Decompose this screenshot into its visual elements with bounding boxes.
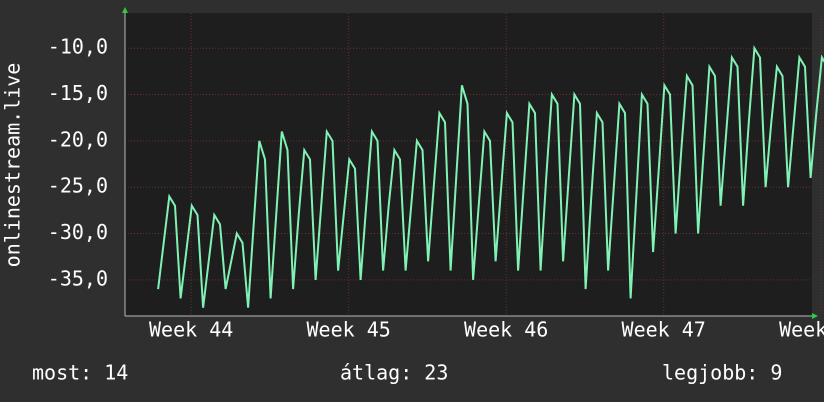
x-tick-label: Week 48 — [779, 318, 824, 342]
y-arrow — [122, 7, 128, 13]
x-tick-label: Week 46 — [464, 318, 548, 342]
y-tick-label: -25,0 — [48, 174, 108, 198]
x-tick-label: Week 47 — [622, 318, 706, 342]
x-tick-label: Week 45 — [307, 318, 391, 342]
y-tick-label: -15,0 — [48, 81, 108, 105]
y-tick-label: -20,0 — [48, 127, 108, 151]
x-tick-label: Week 44 — [149, 318, 233, 342]
data-line — [157, 44, 824, 308]
stat-average: átlag: 23 — [340, 361, 448, 385]
stat-current: most: 14 — [32, 361, 128, 385]
y-tick-label: -30,0 — [48, 220, 108, 244]
stat-best: legjobb: 9 — [662, 361, 782, 385]
x-arrow — [812, 313, 818, 319]
y-tick-label: -10,0 — [48, 35, 108, 59]
grid — [125, 13, 822, 316]
y-axis-label: onlinestream.live — [1, 63, 25, 268]
marks — [157, 44, 824, 308]
y-tick-label: -35,0 — [48, 266, 108, 290]
